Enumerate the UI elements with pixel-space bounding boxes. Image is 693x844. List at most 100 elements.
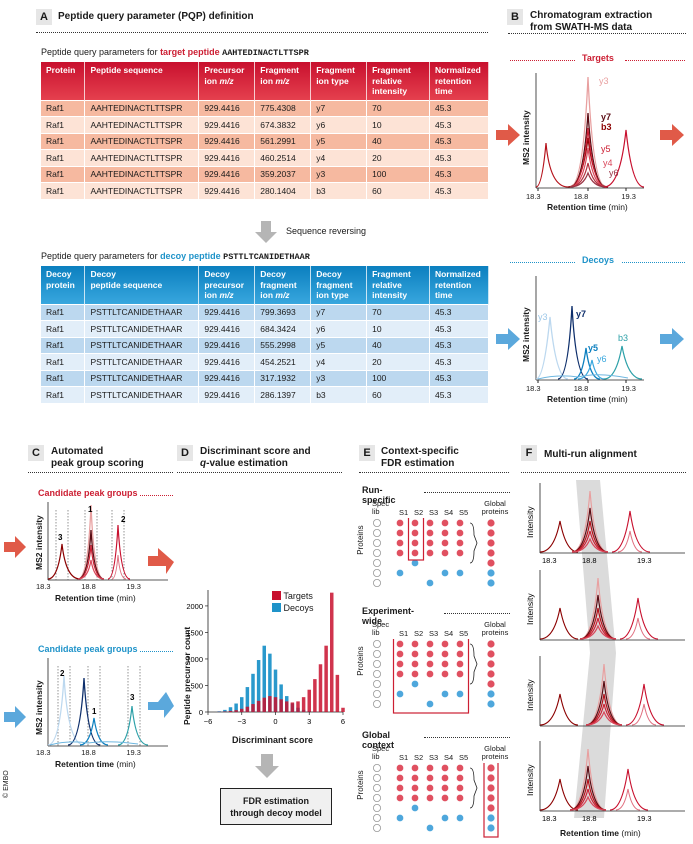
table-cell: 10 xyxy=(366,320,430,337)
b-ylabel-decoys: MS2 intensity xyxy=(521,307,531,362)
panel-e-title: Context-specific FDR estimation xyxy=(381,446,459,469)
table-cell: 10 xyxy=(366,116,430,133)
table-cell: AAHTEDINACTLTTSPR xyxy=(84,165,200,183)
table-cell: 929.4416 xyxy=(198,369,256,387)
peak-label: y7 xyxy=(601,112,611,122)
y-tick-label: 1000 xyxy=(186,655,203,664)
table-cell: Raf1 xyxy=(41,353,86,370)
table-cell: 70 xyxy=(366,99,430,117)
peak-label: y5 xyxy=(601,144,611,154)
histogram-bar-targets xyxy=(301,697,306,712)
col-header: Peptide sequence xyxy=(84,62,200,100)
table-cell: 45.3 xyxy=(429,369,490,387)
panel-a-label: A xyxy=(36,9,52,25)
table-cell: 775.4308 xyxy=(254,99,312,117)
col-header: Protein xyxy=(41,62,86,100)
table-cell: PSTTLTCANIDETHAAR xyxy=(84,386,200,403)
table-cell: AAHTEDINACTLTTSPR xyxy=(84,116,200,133)
panel-d-divider xyxy=(177,472,342,473)
col-header: Fragment relative intensity xyxy=(366,266,430,304)
col-sample: S1 xyxy=(399,508,409,517)
x-tick-label: 3 xyxy=(307,717,311,726)
flow-arrow-blue xyxy=(660,328,684,350)
histogram-bar-targets xyxy=(335,674,340,712)
table-cell: 280.1404 xyxy=(254,182,312,199)
x-tick-label: 19.3 xyxy=(637,556,652,565)
histogram-bar-decoys xyxy=(273,669,278,712)
table-cell: 45.3 xyxy=(429,386,490,403)
table-cell: 799.3693 xyxy=(254,303,312,321)
c-ticks-top: 18.3 18.8 19.3 xyxy=(36,582,141,591)
peak-label: y3 xyxy=(538,312,548,322)
col-sample: S3 xyxy=(429,753,439,762)
y-tick-label: 500 xyxy=(190,681,203,690)
col-sample: S1 xyxy=(399,629,409,638)
table-cell: Raf1 xyxy=(41,320,86,337)
y-tick-label: 1500 xyxy=(186,628,203,637)
col-sample: S2 xyxy=(414,629,424,638)
panel-e-label: E xyxy=(359,445,375,461)
table-cell: 929.4416 xyxy=(198,303,256,321)
table-cell: 460.2514 xyxy=(254,149,312,166)
candidate-header-blue: Candidate peak groups xyxy=(38,644,138,654)
col-sample: S1 xyxy=(399,753,409,762)
table-cell: 45.3 xyxy=(429,303,490,321)
peak-label: y4 xyxy=(603,158,613,168)
table-cell: 359.2037 xyxy=(254,165,312,183)
col-spec-lib: Spec lib xyxy=(372,620,390,637)
table-cell: Raf1 xyxy=(41,386,86,403)
col-header: Fragment relative intensity xyxy=(366,62,430,100)
table-cell: b3 xyxy=(310,386,368,403)
targets-rule xyxy=(625,60,685,61)
section-rule xyxy=(424,737,510,738)
table-cell: y4 xyxy=(310,353,368,370)
protein-matrix xyxy=(373,639,495,714)
hist-bars xyxy=(217,592,345,712)
table-row: Raf1 PSTTLTCANIDETHAAR 929.4416 286.1397 b3 6… xyxy=(41,386,490,403)
decoys-rule xyxy=(622,262,685,263)
flow-arrow-blue xyxy=(496,328,520,350)
flow-arrow-red xyxy=(496,124,520,146)
f-ylabel: Intensity xyxy=(525,679,535,711)
table-cell: 317.1932 xyxy=(254,369,312,387)
targets-header: Targets xyxy=(582,53,614,63)
histogram-bar-targets xyxy=(251,704,255,712)
histogram-bar-targets xyxy=(341,707,345,712)
histogram-bar-targets xyxy=(307,689,311,712)
table-cell: 60 xyxy=(366,386,430,403)
x-tick-label: 18.8 xyxy=(582,814,597,823)
table-cell: PSTTLTCANIDETHAAR xyxy=(84,369,200,387)
f-ylabel: Intensity xyxy=(525,764,535,796)
reverse-arrow xyxy=(255,221,277,248)
peak-label: y6 xyxy=(597,354,607,364)
table-cell: 45.3 xyxy=(429,336,490,354)
table-cell: y7 xyxy=(310,303,368,321)
d-xlabel: Discriminant score xyxy=(232,735,314,745)
histogram-bar-decoys xyxy=(240,697,244,712)
x-tick-label: −3 xyxy=(237,717,246,726)
table-cell: 929.4416 xyxy=(198,99,256,117)
y-tick-label: 0 xyxy=(199,708,203,717)
table-cell: 454.2521 xyxy=(254,353,312,370)
table-cell: AAHTEDINACTLTTSPR xyxy=(84,132,200,150)
table-cell: AAHTEDINACTLTTSPR xyxy=(84,149,200,166)
c-ylabel-top: MS2 intensity xyxy=(34,515,44,570)
b-ticks: 18.3 18.8 19.3 xyxy=(526,192,636,201)
table-cell: 561.2991 xyxy=(254,132,312,150)
targets-rule xyxy=(510,60,575,61)
histogram-bar-targets xyxy=(228,710,233,712)
col-header: Normalized retention time xyxy=(429,62,490,100)
proteins-ylabel: Proteins xyxy=(356,525,365,555)
histogram-bar-targets xyxy=(318,664,323,712)
legend-targets: Targets xyxy=(272,591,314,601)
histogram-bar-decoys xyxy=(234,703,238,712)
table-cell: 100 xyxy=(366,369,430,387)
col-header: Fragment ion m/z xyxy=(254,62,312,100)
alignment-charts: ​​​​Intensity18.318.819.3IntensityIntens… xyxy=(525,480,685,823)
table-cell: 45.3 xyxy=(429,99,490,117)
table-row: Raf1 AAHTEDINACTLTTSPR 929.4416 561.2991 y5 4… xyxy=(41,132,490,150)
table-cell: PSTTLTCANIDETHAAR xyxy=(84,320,200,337)
histogram-bar-targets xyxy=(240,708,244,712)
table-cell: 286.1397 xyxy=(254,386,312,403)
y-tick-label: 2000 xyxy=(186,602,203,611)
